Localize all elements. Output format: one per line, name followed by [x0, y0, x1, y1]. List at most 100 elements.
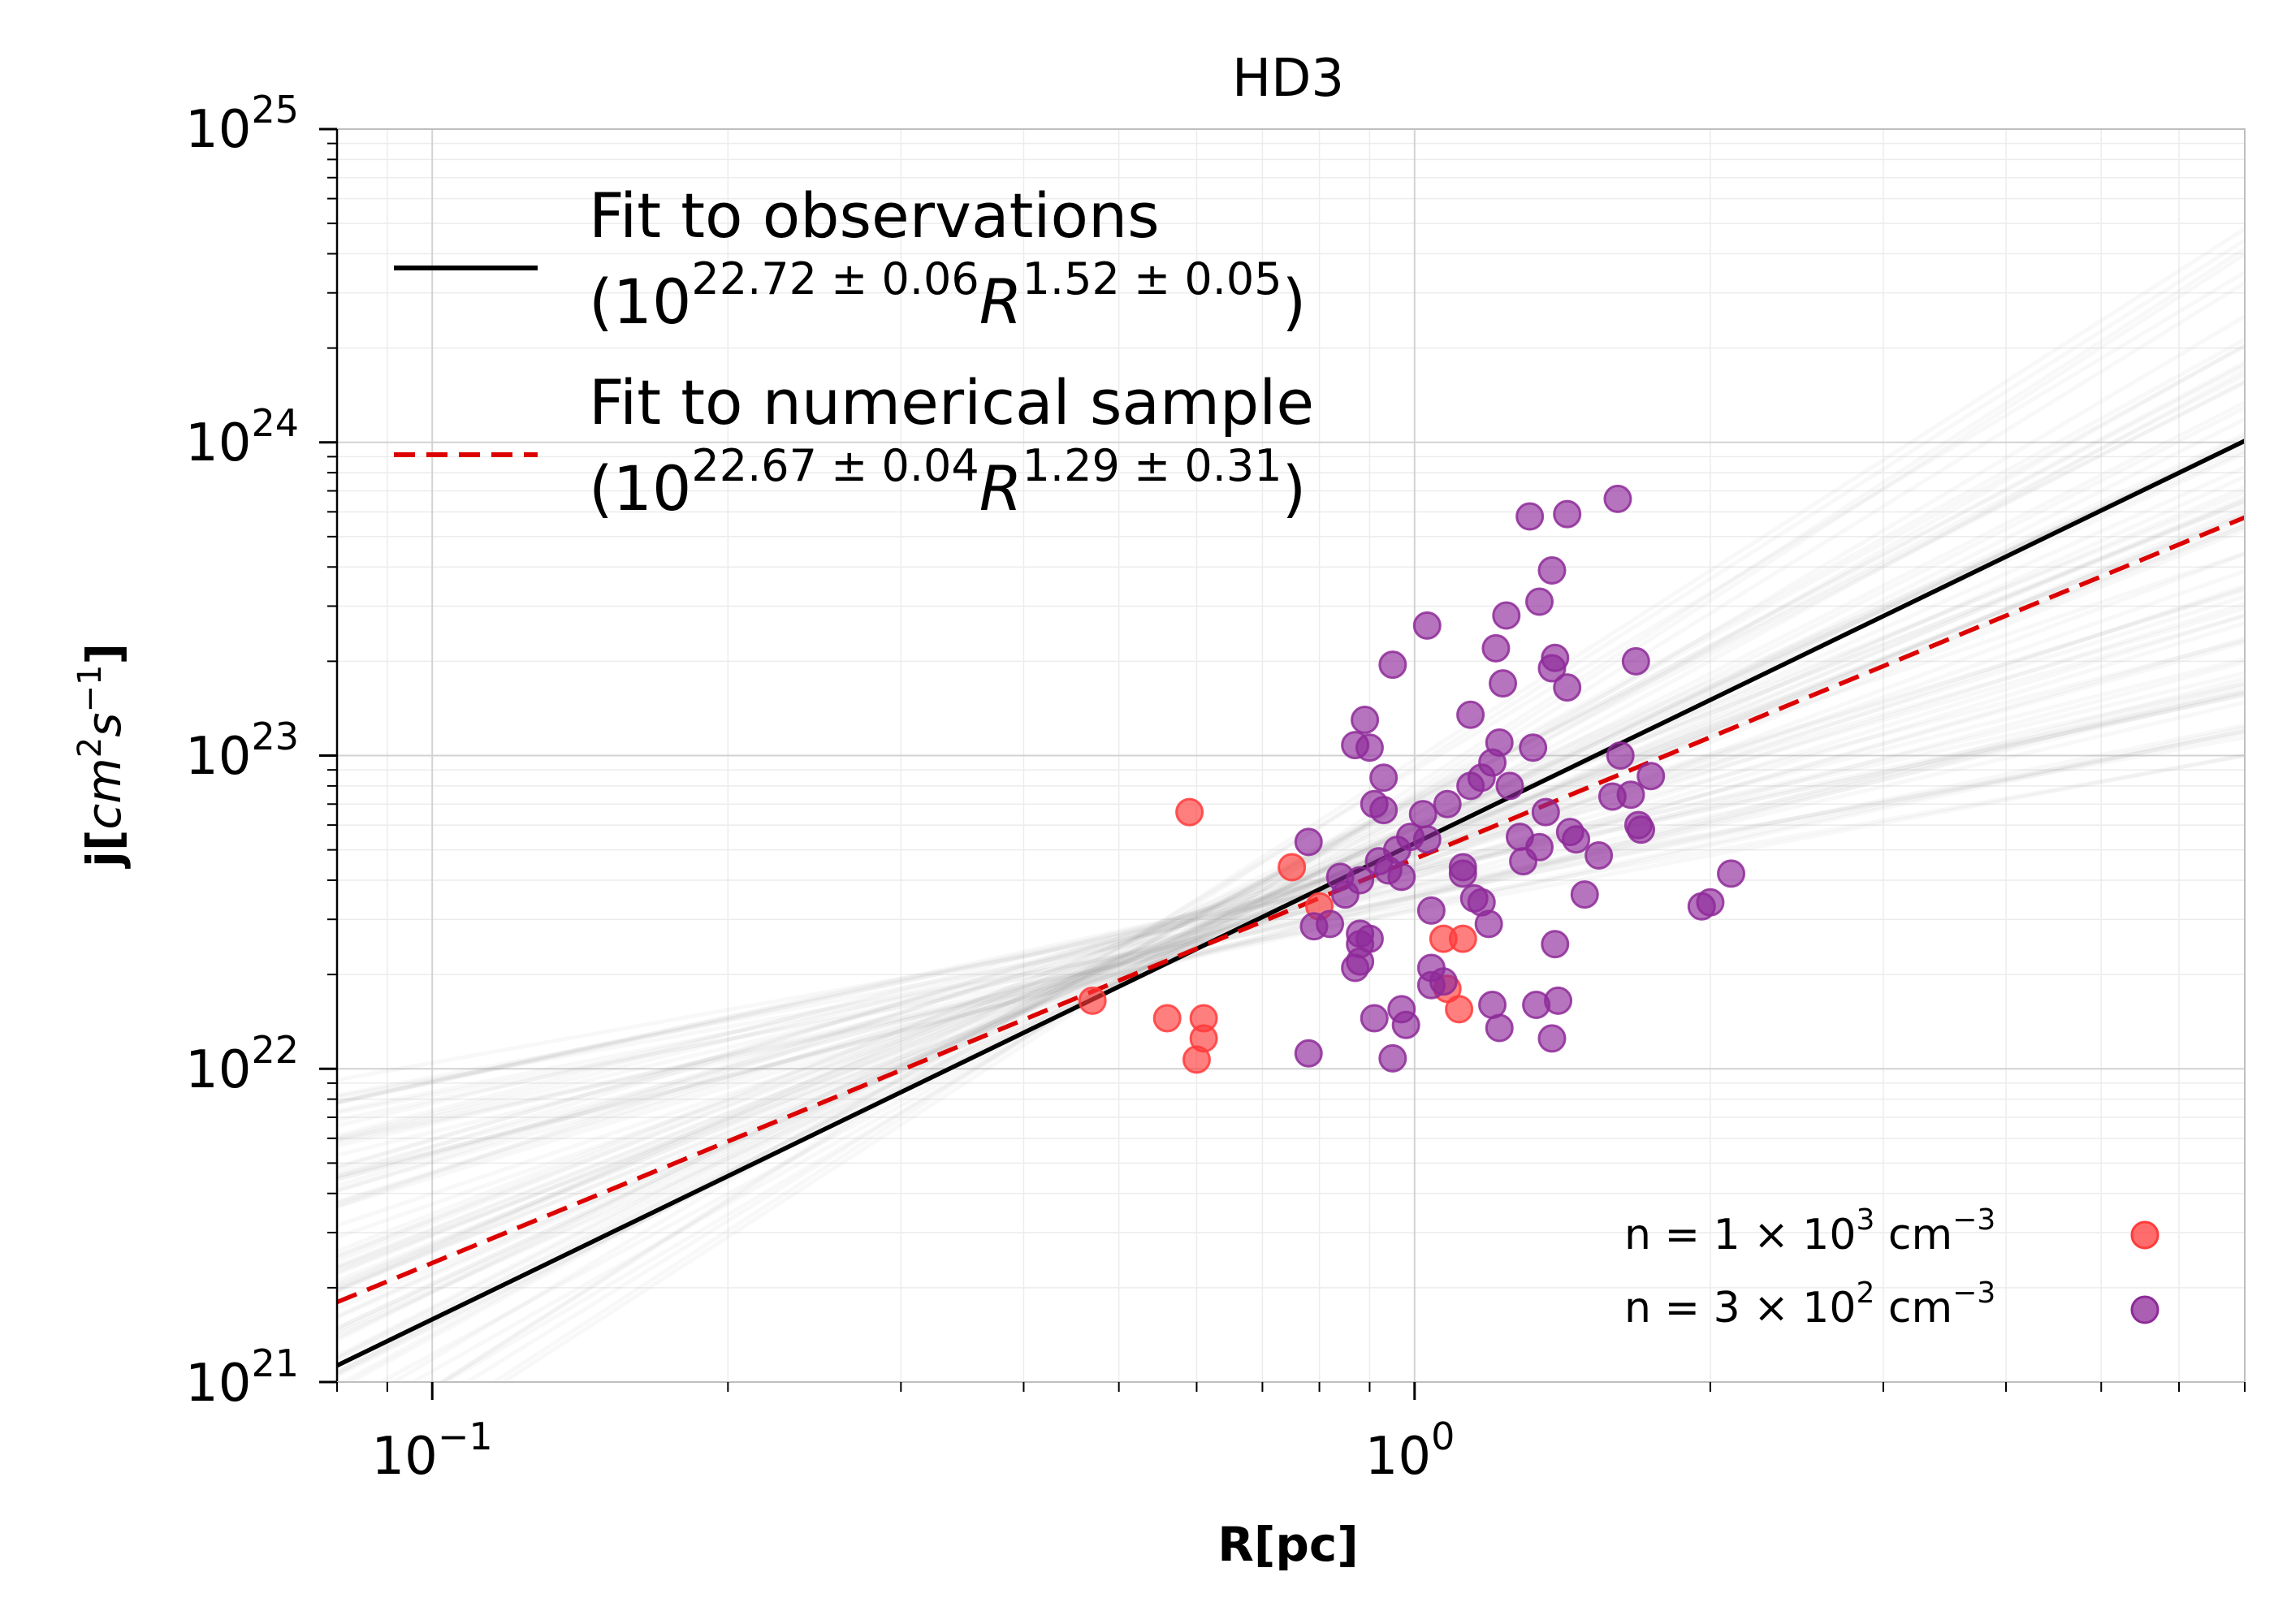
data-point-high-density	[1152, 1004, 1182, 1033]
data-point-low-density	[1562, 825, 1591, 854]
sample-fit-line	[337, 437, 2245, 1330]
sample-fit-line	[337, 588, 2245, 1178]
data-point-low-density	[1378, 650, 1407, 680]
sample-fit-line	[337, 432, 2245, 1340]
sample-fit-line	[438, 227, 2245, 1382]
data-point-low-density	[1492, 601, 1521, 630]
y-tick-label: 1021	[185, 1341, 299, 1414]
data-point-low-density	[1537, 654, 1567, 683]
fit-lines	[337, 438, 2245, 1368]
axis-ticks	[319, 127, 2246, 1400]
y-tick-label: 1022	[185, 1028, 299, 1100]
data-point-low-density	[1448, 859, 1477, 888]
data-point-low-density	[1294, 1039, 1323, 1068]
sample-fit-line	[337, 689, 2245, 1142]
sample-fit-line	[337, 685, 2245, 1179]
sample-fit-line	[337, 637, 2245, 1193]
sample-fit-line	[337, 439, 2245, 1331]
data-point-low-density	[1696, 888, 1725, 917]
data-point-low-density	[1509, 847, 1538, 876]
legend-density-low: n = 3 × 102 cm−3	[1624, 1276, 1995, 1332]
data-point-high-density	[1278, 853, 1307, 882]
legend-marker-low-density	[2130, 1295, 2159, 1324]
sample-fit-line	[337, 723, 2245, 1122]
data-point-low-density	[1519, 733, 1548, 762]
sample-fit-line	[337, 586, 2245, 1194]
sample-fit-line	[337, 693, 2245, 1105]
data-point-low-density	[1369, 763, 1399, 793]
data-point-low-density	[1584, 840, 1614, 870]
data-point-low-density	[1474, 909, 1503, 939]
sample-fit-line	[337, 690, 2245, 1158]
data-point-low-density	[1378, 1043, 1407, 1073]
data-point-low-density	[1416, 970, 1446, 1000]
sample-fit-line	[337, 725, 2245, 1142]
sample-fit-line	[337, 700, 2245, 1148]
sample-fit-line	[337, 656, 2245, 1141]
sample-fit-line	[337, 594, 2245, 1188]
sample-fit-line	[337, 584, 2245, 1228]
sample-fit-line	[337, 680, 2245, 1179]
data-point-high-density	[1175, 797, 1204, 827]
data-point-low-density	[1351, 706, 1380, 735]
legend-observations-formula: (1022.72 ± 0.06R1.52 ± 0.05)	[589, 253, 1306, 338]
data-point-low-density	[1541, 930, 1570, 959]
sample-fit-line	[337, 438, 2245, 1333]
y-axis-label: j[cm2s−1]	[71, 643, 132, 869]
data-point-low-density	[1456, 771, 1485, 801]
data-point-low-density	[1360, 1004, 1389, 1033]
sample-fit-line	[337, 434, 2245, 1362]
data-point-low-density	[1537, 555, 1567, 585]
sample-fit-line	[337, 671, 2245, 1128]
y-tick-label: 1025	[185, 88, 299, 160]
sample-fit-line	[337, 640, 2245, 1182]
scatter-points	[1078, 484, 1746, 1074]
data-point-low-density	[1412, 825, 1442, 854]
data-point-high-density	[1448, 924, 1477, 953]
sample-fit-line	[337, 620, 2245, 1209]
data-point-low-density	[1330, 880, 1360, 909]
sample-fit-line	[337, 486, 2245, 1287]
sample-fit-line	[337, 754, 2245, 1099]
data-point-low-density	[1456, 700, 1485, 729]
data-point-low-density	[1537, 1024, 1567, 1053]
sample-fit-line	[337, 613, 2245, 1205]
sample-fit-line	[337, 499, 2245, 1288]
x-tick-label: 10−1	[371, 1415, 492, 1487]
data-point-low-density	[1597, 782, 1627, 811]
legend-numerical-formula: (1022.67 ± 0.04R1.29 ± 0.31)	[589, 440, 1306, 525]
sample-fit-line	[337, 692, 2245, 1105]
x-tick-label: 100	[1365, 1415, 1455, 1487]
data-point-low-density	[1544, 986, 1573, 1015]
data-point-low-density	[1636, 762, 1666, 791]
sample-fit-line	[337, 516, 2245, 1268]
data-point-low-density	[1553, 673, 1582, 702]
data-point-low-density	[1717, 859, 1746, 888]
legend-density-high: n = 1 × 103 cm−3	[1624, 1203, 1995, 1259]
sample-fit-line	[337, 606, 2245, 1170]
bottom-legend: n = 1 × 103 cm−3 n = 3 × 102 cm−3	[1624, 1203, 2159, 1332]
data-point-low-density	[1294, 827, 1323, 857]
data-point-low-density	[1355, 733, 1384, 762]
data-point-low-density	[1515, 502, 1545, 531]
data-point-low-density	[1627, 815, 1656, 844]
sample-fit-line	[337, 681, 2245, 1105]
data-point-low-density	[1387, 862, 1416, 892]
data-point-low-density	[1341, 953, 1370, 983]
sample-fit-line	[438, 238, 2245, 1382]
data-point-low-density	[1570, 880, 1599, 909]
y-tick-label: 1023	[185, 715, 299, 787]
data-point-low-density	[1316, 909, 1345, 939]
data-point-low-density	[1489, 669, 1518, 698]
legend-observations-title: Fit to observations	[589, 179, 1160, 252]
sample-fit-line	[337, 417, 2245, 1376]
data-point-high-density	[1078, 986, 1107, 1015]
sample-fit-line	[337, 506, 2245, 1311]
sample-fit-line	[337, 520, 2245, 1274]
sample-fit-line	[337, 729, 2245, 1113]
data-point-low-density	[1603, 484, 1632, 513]
sample-fit-line	[337, 495, 2245, 1304]
data-point-low-density	[1531, 797, 1560, 827]
sample-fit-line	[337, 524, 2245, 1259]
